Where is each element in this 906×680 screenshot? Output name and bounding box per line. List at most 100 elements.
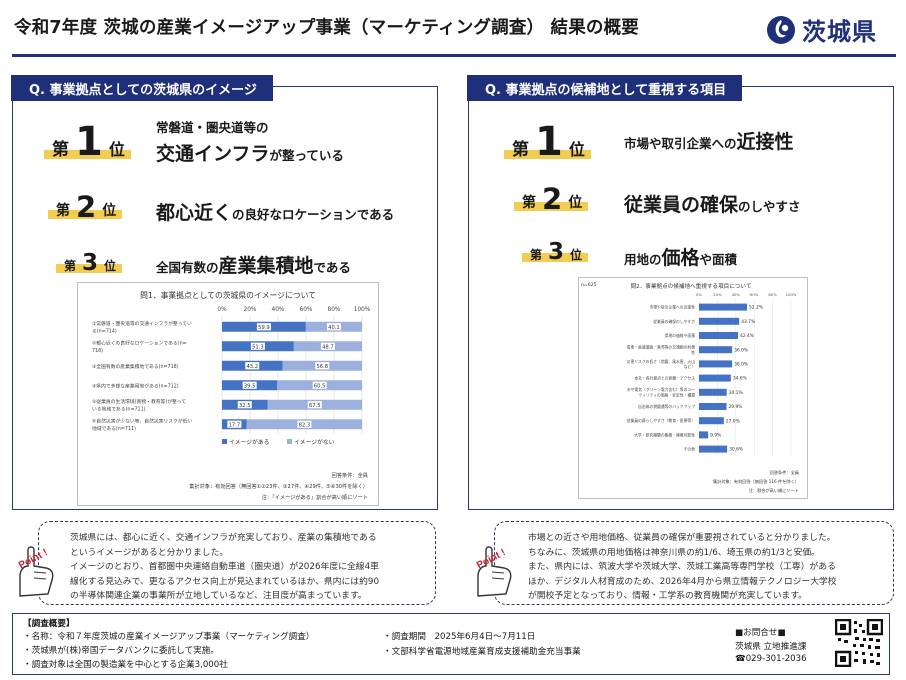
logo-text: 茨城県 [802, 18, 877, 46]
left-rank-2-text: 都心近くの良好なロケーションである [156, 198, 394, 225]
category-label: 従業員の確保のしやすさ [653, 319, 695, 324]
header-rule [12, 54, 896, 57]
page-header: 令和7年度 茨城の産業イメージアップ事業（マーケティング調査） 結果の概要 茨城… [0, 0, 906, 58]
rank-tail: である [313, 260, 351, 275]
rank-lead: 用地の [624, 252, 662, 267]
data-label: 27.0% [726, 418, 740, 424]
point-line: ほか、デジタル人材育成のため、2026年4月から県立情報テクノロジー大学校 [528, 576, 837, 587]
data-label: 56.8 [316, 364, 328, 370]
data-label-bg [320, 342, 335, 350]
left-panel-tab: Q. 事業拠点としての茨城県のイメージ [11, 75, 273, 101]
overview-item: ・名称：令和７年度茨城の産業イメージアップ事業（マーケティング調査） [23, 632, 315, 642]
data-label: 34.6% [733, 376, 747, 382]
category-label: ③全国有数の産業集積地である(n=718) [92, 363, 179, 370]
rank-prefix: 第 [530, 247, 543, 262]
x-tick-label: 60% [300, 307, 313, 313]
rank-prefix: 第 [52, 140, 69, 160]
chart-note: 注：「イメージがある」割合が高い順にソート [262, 493, 368, 501]
overview-item: ・調査対象は全国の製造業を中心とする企業3,000社 [23, 660, 228, 670]
data-label: 82.3 [299, 422, 311, 428]
data-label-bg [237, 401, 252, 409]
rank-prefix: 第 [512, 140, 529, 160]
data-label-bg [245, 362, 260, 370]
point-hand-icon: Point ! [17, 546, 54, 597]
left-rank-3: 第 3 位 [55, 250, 123, 276]
left-chart-frame: 問1．事業拠点としての茨城県のイメージについて 0% 20% 40% 60% 80% 100… [77, 282, 379, 506]
category-label: 災害リスクの低さ（地震、風水害、火山 [627, 359, 696, 364]
bar [699, 403, 727, 410]
image-stacked-bar-chart: 問1．事業拠点としての茨城県のイメージについて 0% 20% 40% 60% 80% 100… [92, 290, 371, 501]
category-label: 性 [691, 350, 695, 355]
chart-note: 注：割合が高い順にソート [749, 487, 799, 494]
ibaraki-emblem-icon [767, 15, 795, 44]
data-label: 67.5 [309, 403, 321, 409]
x-tick-label: 0% [217, 307, 227, 313]
data-label: 17.7 [229, 422, 241, 428]
data-label-bg [326, 323, 341, 331]
rank-prefix: 第 [522, 195, 536, 212]
chart-note: 集計対象：有効回答（無回答①②23件、③27件、④29件、⑤⑥30件を除く） [189, 482, 368, 490]
rank-number: 3 [82, 250, 99, 276]
data-label: 30.1% [729, 390, 743, 396]
contact-dept: 茨城県 立地推進課 [735, 642, 807, 652]
rank-suffix: 位 [568, 195, 583, 212]
category-label: ⑤従業員の生活環境(買物・教育等)が整って [92, 398, 186, 405]
data-label: 42.4% [740, 333, 754, 339]
category-label: 自治体の税優遇等のバックアップ [638, 404, 695, 409]
right-chart-frame: n=625 問2．事業拠点の候補地へ重視する項目について 0% 20% 40% 60% 80… [578, 277, 808, 499]
right-rank-2-text: 従業員の確保のしやすさ [624, 190, 800, 217]
data-label-bg [242, 381, 257, 389]
right-rank-2: 第 2 位 [513, 184, 589, 214]
data-label: 51.3 [252, 344, 264, 350]
right-rank-3: 第 3 位 [521, 241, 589, 263]
rank-highlight: 交通インフラ [156, 143, 270, 165]
rank-prefix: 第 [56, 203, 70, 220]
category-label: 用地の価格や面積 [665, 333, 696, 338]
x-tick-label: 20% [244, 307, 257, 313]
point-line: が開校予定となっており、情報・工学系の教育機関が充実しています。 [528, 591, 808, 602]
qr-code-icon[interactable] [835, 619, 883, 667]
chart-title: 問1．事業拠点としての茨城県のイメージについて [140, 290, 316, 300]
category-label: その他 [684, 447, 696, 452]
overview-heading: 【調査概要】 [23, 619, 75, 629]
chart-note: 回答条件：全員 [770, 469, 800, 476]
bar [699, 360, 733, 368]
ibaraki-logo: 茨城県 [766, 12, 877, 47]
right-rank-1-text: 市場や取引企業への近接性 [624, 127, 794, 154]
priority-bar-chart: n=625 問2．事業拠点の候補地へ重視する項目について 0% 20% 40% 60% 80… [581, 282, 800, 494]
left-rank-2: 第 2 位 [47, 190, 123, 224]
right-rank-1: 第 1 位 [504, 122, 591, 162]
rank-highlight: 従業員の確保 [624, 194, 739, 216]
right-panel-tab: Q. 事業拠点の候補地として重視する項目 [467, 75, 743, 101]
rank-lead: 市場や取引企業への [624, 136, 737, 151]
rank-number: 1 [75, 119, 103, 165]
right-point-text: 市場との近さや用地価格、従業員の確保が重要視されていると分かりました。 ちなみに… [528, 531, 837, 604]
rank-prefix: 第 [64, 258, 77, 273]
data-label: 30.6% [729, 447, 743, 453]
category-label: 地域である(n=711) [92, 425, 136, 432]
category-label: ④県内で多様な産業用地がある(n=712) [92, 382, 179, 389]
rank-tail: の良好なロケーションである [232, 207, 395, 222]
rank-suffix: 位 [568, 140, 585, 159]
x-tick-label: 100% [354, 307, 371, 313]
rank-number: 2 [76, 190, 97, 224]
point-line: ちなみに、茨城県の用地価格は神奈川県の約1/6、埼玉県の約1/3と安価。 [528, 547, 820, 558]
chart-n-label: n=625 [581, 282, 597, 288]
category-label: 水や電気（グリーン電力含む）等のユー [627, 387, 695, 392]
data-label: 60.5 [314, 383, 326, 389]
x-tick-label: 80% [768, 292, 777, 297]
x-tick-label: 100% [786, 292, 797, 297]
x-tick-label: 60% [750, 292, 759, 297]
data-label: 29.9% [729, 404, 743, 410]
data-label: 9.9% [710, 433, 721, 439]
bar [699, 303, 748, 311]
x-tick-label: 80% [328, 307, 341, 313]
legend-label: イメージがない [294, 438, 335, 446]
chart-note: 集計対象：有効回答（無回答 116 件を除く） [713, 478, 799, 485]
page-title: 令和7年度 茨城の産業イメージアップ事業（マーケティング調査） 結果の概要 [14, 18, 640, 38]
data-label: 39.5 [244, 383, 256, 389]
category-label: ①常磐道・圏央道等の交通インフラが整ってい [92, 320, 192, 327]
point-line: の半導体関連企業の事業所が立地しているなど、注目度が高まっています。 [70, 591, 367, 602]
bar [699, 417, 724, 425]
bar [699, 317, 740, 325]
